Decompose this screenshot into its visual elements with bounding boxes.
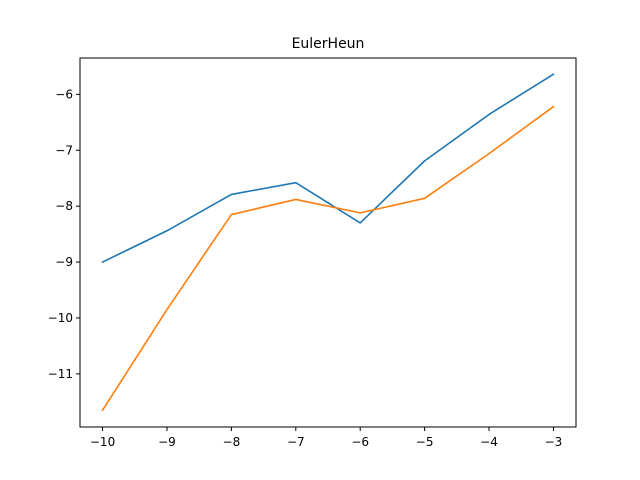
series-1-line bbox=[101, 73, 555, 264]
chart-title: EulerHeun bbox=[292, 36, 365, 52]
y-tick-label: −7 bbox=[55, 143, 73, 157]
x-tick-label: −5 bbox=[416, 435, 434, 449]
x-tick-label: −3 bbox=[545, 435, 563, 449]
axis-layer: −10 −9 −8 −7 −6 −5 −4 −3 −11 −10 −9 −8 −7 −6 bbox=[48, 87, 563, 449]
x-tick-label: −7 bbox=[287, 435, 305, 449]
x-tick-label: −9 bbox=[158, 435, 176, 449]
y-tick-label: −10 bbox=[48, 311, 73, 325]
y-tick-label: −8 bbox=[55, 199, 73, 213]
y-tick-label: −9 bbox=[55, 255, 73, 269]
series-2-line bbox=[101, 105, 555, 412]
x-tick-label: −8 bbox=[223, 435, 241, 449]
series-layer bbox=[101, 73, 555, 412]
y-tick-label: −6 bbox=[55, 87, 73, 101]
plot-frame bbox=[79, 57, 577, 428]
x-tick-label: −6 bbox=[351, 435, 369, 449]
y-tick-label: −11 bbox=[48, 367, 73, 381]
x-tick-label: −10 bbox=[90, 435, 115, 449]
x-tick-label: −4 bbox=[480, 435, 498, 449]
